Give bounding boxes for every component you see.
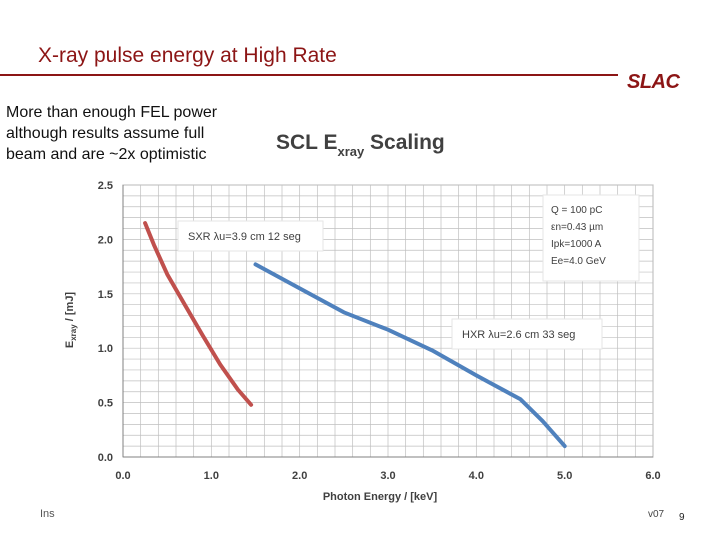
label-layer: SXR λu=3.9 cm 12 seg HXR λu=2.6 cm 33 seg…: [177, 194, 640, 350]
parameter-box: [542, 194, 640, 282]
y-tick-label: 2.0: [98, 234, 113, 246]
title-band: X-ray pulse energy at High Rate: [0, 0, 720, 82]
page-number: 9: [679, 512, 685, 523]
sxr-series-line: [143, 221, 254, 407]
body-text: More than enough FEL power although resu…: [6, 102, 276, 165]
body-line-3: beam and are ~2x optimistic: [6, 146, 207, 163]
x-tick-label: 1.0: [204, 470, 219, 482]
body-line-1: More than enough FEL power: [6, 104, 218, 121]
title-rule: [0, 74, 618, 76]
x-tick-label: 3.0: [380, 470, 395, 482]
y-tick-label: 2.5: [98, 180, 113, 192]
parameter-line: Ee=4.0 GeV: [551, 256, 606, 267]
parameter-line: Q = 100 pC: [551, 205, 602, 216]
footer-left-text: Ins: [40, 508, 55, 520]
x-tick-label: 5.0: [557, 470, 572, 482]
slac-logo: SLAC: [627, 71, 680, 93]
parameter-line: εn=0.43 µm: [551, 222, 603, 233]
y-axis-label: Exray / [mJ]: [64, 292, 78, 349]
sxr-label-text: SXR λu=3.9 cm 12 seg: [188, 231, 301, 243]
y-tick-label: 0.5: [98, 398, 113, 410]
hxr-series-line: [253, 262, 567, 449]
hxr-label-text: HXR λu=2.6 cm 33 seg: [462, 329, 575, 341]
hxr-label-box: [451, 318, 603, 350]
sxr-label-box: [177, 220, 324, 252]
x-tick-label: 4.0: [469, 470, 484, 482]
y-tick-label: 1.0: [98, 343, 113, 355]
version-label: v07: [648, 509, 665, 520]
y-tick-label: 1.5: [98, 289, 113, 301]
body-line-2: although results assume full: [6, 125, 205, 142]
x-tick-label: 6.0: [645, 470, 660, 482]
chart-title: SCL Exray Scaling: [276, 131, 445, 159]
axis-layer: 0.0 1.0 2.0 3.0 4.0 5.0 6.0 0.0 0.5 1.0 1.5 2.0 2.5: [98, 180, 661, 482]
x-axis-label: Photon Energy / [keV]: [323, 491, 438, 503]
slide-title: X-ray pulse energy at High Rate: [38, 44, 337, 67]
parameter-line: Ipk=1000 A: [551, 239, 602, 250]
x-tick-label: 2.0: [292, 470, 307, 482]
y-tick-label: 0.0: [98, 452, 113, 464]
x-tick-label: 0.0: [115, 470, 130, 482]
series-layer: [143, 221, 567, 449]
